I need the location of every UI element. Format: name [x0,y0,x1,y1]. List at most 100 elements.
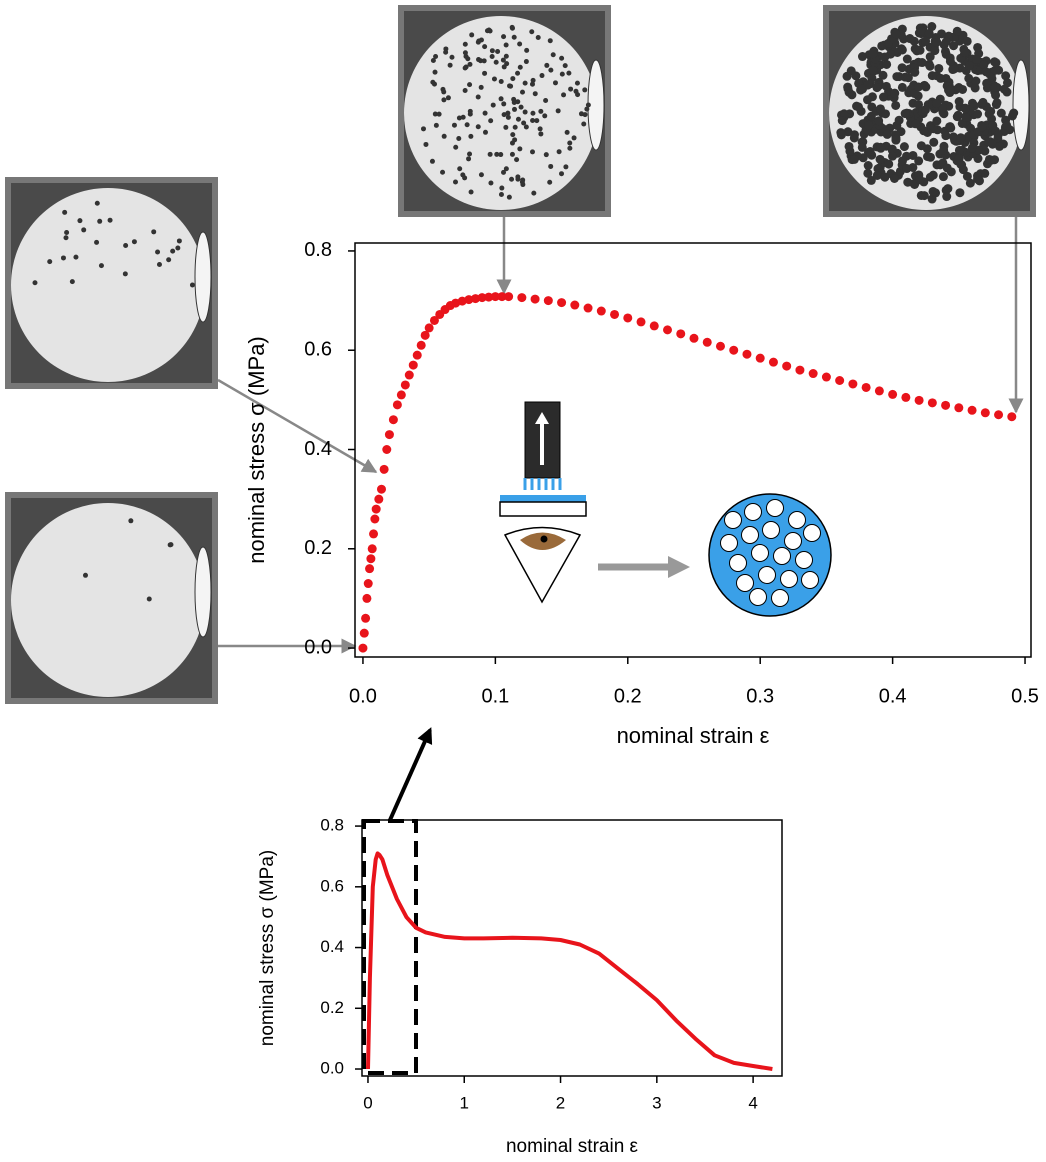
photo-dot [469,32,475,38]
photo-dot [423,141,429,147]
photo-dot [490,102,496,108]
photo-dot [977,122,987,132]
photo-dot [863,168,873,178]
photo-dot [884,159,894,169]
photo-dot [97,218,103,224]
photo-dot [482,70,488,76]
photo-dot [940,46,950,56]
photo-dot [868,49,878,59]
data-point [821,372,831,382]
photo-dot [863,95,873,105]
photo-dot [853,102,863,112]
x-axis-label: nominal strain ε [617,723,770,748]
photo-dot [916,190,926,200]
photo-dot [934,63,944,73]
photo-dot [539,73,545,79]
photo-dot [988,120,998,130]
photo-dot [863,161,873,171]
photo-dot [82,572,88,578]
y-tick-label: 0.0 [304,636,332,658]
data-point [795,365,805,375]
photo-dot [880,172,890,182]
x-tick-label: 2 [556,1093,565,1112]
photo-dot [990,82,1000,92]
photo-dot [520,89,526,95]
photo-dot [509,24,515,30]
photo-dot [962,36,972,46]
photo-dot [571,135,577,141]
photo-dot [468,133,474,139]
data-point [497,292,507,302]
photo-dot [523,59,529,65]
cavity [758,566,776,584]
data-point [596,306,606,316]
x-tick-label: 3 [652,1093,661,1112]
cavity [744,503,762,521]
photo-dot [530,77,536,83]
data-point [848,379,858,389]
photo-dot [466,156,472,162]
cavity [762,521,780,539]
photo-dot [60,255,66,261]
photo-dot [433,53,439,59]
photo-dot [574,80,580,86]
photo-dot [510,132,516,138]
data-point [980,408,990,418]
cavity [724,511,742,529]
data-point [382,445,392,455]
photo-dot [561,92,567,98]
data-point [623,313,633,323]
photo-dot [899,142,909,152]
data-point [408,360,418,370]
cavity [751,544,769,562]
photo-dot [900,109,910,119]
photo-dot [475,124,481,130]
data-point [755,353,765,363]
data-point [504,292,514,302]
photo-dot [123,242,129,248]
photo-dot [955,188,965,198]
substrate [499,501,587,517]
y-axis-label: nominal stress σ (MPa) [244,336,269,564]
photo-dot [542,113,548,119]
photo-dot [857,52,867,62]
data-point [400,380,410,390]
photo-disc [11,188,205,382]
data-point [742,349,752,359]
y-tick-label: 0.8 [320,816,344,835]
photo-dot [462,175,468,181]
photo-dot [510,76,516,82]
photo [5,492,218,704]
photo-dot [925,61,935,71]
data-point [379,464,389,474]
photo-dot [481,58,487,64]
data-point [361,613,371,623]
photo-dot [462,65,468,71]
cavity [729,554,747,572]
photo-dot [155,249,161,255]
data-point [371,504,381,514]
photo-dot [529,29,535,35]
photo-dot [559,55,565,61]
photo-dot [501,101,507,107]
photo-dot [837,116,847,126]
photo-dot [842,71,852,81]
data-point [874,386,884,396]
photo-dot [965,178,975,188]
photo-dot [498,79,504,85]
photo-dot [991,90,1001,100]
photo-dot [1002,120,1012,130]
photo-dot [881,81,891,91]
data-point [376,484,386,494]
photo-dot [972,55,982,65]
photo-dot [992,98,1002,108]
photo-dot [891,100,901,110]
photo-dot [843,84,853,94]
photo-dot [891,29,901,39]
photo-dot [981,67,991,77]
photo-dot [929,137,939,147]
y-tick-label: 0.8 [304,239,332,261]
photo-dot [544,62,550,68]
photo-dot [467,111,473,117]
photo-dot [999,84,1009,94]
